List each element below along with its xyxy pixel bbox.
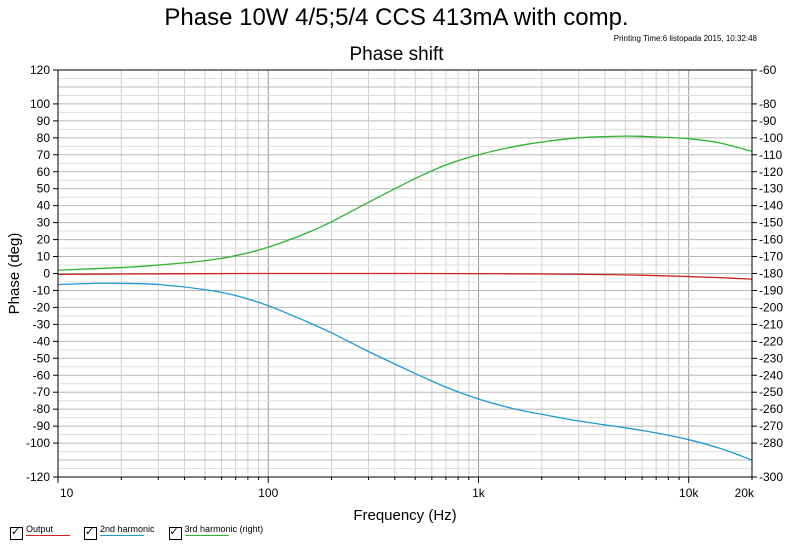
legend-label-2nd-harmonic: 2nd harmonic bbox=[100, 524, 155, 534]
y-tick-label: -40 bbox=[33, 334, 51, 348]
legend-checkbox-output[interactable] bbox=[10, 525, 23, 540]
x-tick-label: 1k bbox=[472, 486, 486, 500]
y2-tick-label: -230 bbox=[759, 351, 783, 365]
y-tick-label: 80 bbox=[37, 131, 51, 145]
y2-tick-label: -240 bbox=[759, 368, 783, 382]
tick-labels: -120-100-90-80-70-60-50-40-30-20-1001020… bbox=[26, 63, 783, 500]
x-tick-label: 20k bbox=[735, 486, 755, 500]
y2-tick-label: -190 bbox=[759, 283, 783, 297]
legend-checkbox-2nd-harmonic[interactable] bbox=[84, 525, 97, 540]
legend-item-3rd-harmonic[interactable]: 3rd harmonic (right) bbox=[168, 524, 264, 540]
y-tick-label: 70 bbox=[37, 148, 51, 162]
tick-marks bbox=[53, 69, 757, 483]
y2-tick-label: -160 bbox=[759, 233, 783, 247]
y-tick-label: 30 bbox=[37, 216, 51, 230]
window-title: Phase 10W 4/5;5/4 CCS 413mA with comp. bbox=[164, 4, 629, 31]
y2-tick-label: -110 bbox=[759, 148, 782, 162]
x-tick-label: 10 bbox=[60, 486, 74, 500]
legend-label-3rd-harmonic: 3rd harmonic (right) bbox=[184, 524, 264, 534]
y-tick-label: 40 bbox=[37, 199, 51, 213]
y-tick-label: -120 bbox=[26, 470, 50, 484]
y-axis-label: Phase (deg) bbox=[6, 233, 23, 315]
y-tick-label: -60 bbox=[33, 368, 51, 382]
y2-tick-label: -250 bbox=[759, 385, 783, 399]
y-tick-label: 120 bbox=[30, 63, 50, 77]
legend-item-2nd-harmonic[interactable]: 2nd harmonic bbox=[84, 524, 155, 540]
legend: Output 2nd harmonic 3rd harmonic (right) bbox=[10, 524, 263, 540]
y2-tick-label: -150 bbox=[759, 216, 783, 230]
x-axis-label: Frequency (Hz) bbox=[353, 507, 456, 524]
y2-tick-label: -120 bbox=[759, 165, 783, 179]
y-tick-label: 10 bbox=[37, 250, 51, 264]
legend-checkbox-3rd-harmonic[interactable] bbox=[168, 525, 182, 540]
y2-tick-label: -280 bbox=[759, 436, 783, 450]
y-tick-label: -80 bbox=[33, 402, 51, 416]
y2-tick-label: -200 bbox=[759, 300, 783, 314]
y-tick-label: 90 bbox=[37, 114, 51, 128]
printing-time: Printing Time:6 listopada 2015, 10:32:48 bbox=[613, 34, 757, 43]
y2-tick-label: -270 bbox=[759, 419, 783, 433]
y-tick-label: -100 bbox=[26, 436, 50, 450]
y2-tick-label: -260 bbox=[759, 402, 783, 416]
y-tick-label: 20 bbox=[37, 233, 51, 247]
y-tick-label: 100 bbox=[30, 97, 50, 111]
series-line-output bbox=[57, 272, 753, 280]
legend-label-output: Output bbox=[26, 524, 54, 534]
y2-tick-label: -80 bbox=[759, 97, 777, 111]
y-tick-label: 60 bbox=[37, 165, 51, 179]
y-tick-label: -70 bbox=[33, 385, 51, 399]
chart-title: Phase shift bbox=[349, 44, 444, 65]
x-tick-label: 10k bbox=[679, 486, 699, 500]
y2-tick-label: -210 bbox=[759, 317, 783, 331]
y2-tick-label: -60 bbox=[759, 63, 777, 77]
series-line-2nd-harmonic bbox=[57, 282, 753, 461]
y2-tick-label: -180 bbox=[759, 267, 783, 281]
y-tick-label: -50 bbox=[33, 351, 51, 365]
y-tick-label: 50 bbox=[37, 182, 51, 196]
legend-swatch-output bbox=[26, 535, 70, 536]
y2-tick-label: -140 bbox=[759, 199, 783, 213]
y-tick-label: 0 bbox=[43, 267, 50, 281]
legend-swatch-3rd-harmonic bbox=[184, 535, 229, 536]
y2-tick-label: -170 bbox=[759, 250, 783, 264]
legend-item-output[interactable]: Output bbox=[10, 524, 70, 540]
series-line-3rd-harmonic-right bbox=[57, 135, 753, 271]
y2-tick-label: -100 bbox=[759, 131, 783, 145]
y2-tick-label: -220 bbox=[759, 334, 783, 348]
y-tick-label: -20 bbox=[33, 300, 51, 314]
legend-swatch-2nd-harmonic bbox=[100, 535, 144, 536]
y-tick-label: -90 bbox=[33, 419, 51, 433]
y2-tick-label: -130 bbox=[759, 182, 783, 196]
series-lines bbox=[57, 135, 753, 461]
y2-tick-label: -300 bbox=[759, 470, 783, 484]
x-tick-label: 100 bbox=[258, 486, 278, 500]
y2-tick-label: -90 bbox=[759, 114, 777, 128]
y-tick-label: -30 bbox=[33, 317, 51, 331]
y-tick-label: -10 bbox=[33, 283, 51, 297]
